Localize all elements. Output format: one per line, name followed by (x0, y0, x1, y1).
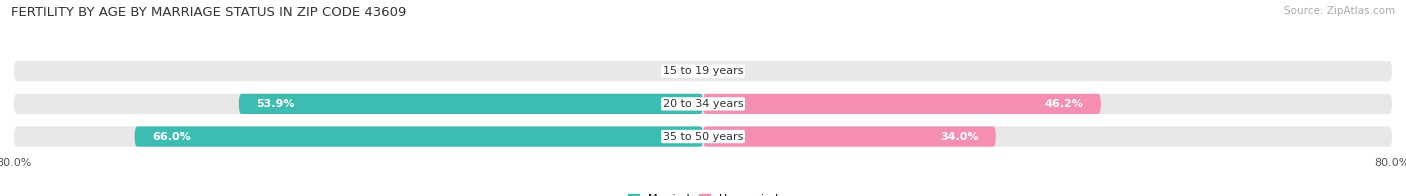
Text: 46.2%: 46.2% (1045, 99, 1084, 109)
FancyBboxPatch shape (703, 94, 1101, 114)
FancyBboxPatch shape (135, 126, 703, 147)
Text: Source: ZipAtlas.com: Source: ZipAtlas.com (1284, 6, 1395, 16)
Text: 53.9%: 53.9% (256, 99, 294, 109)
FancyBboxPatch shape (703, 126, 995, 147)
Text: 35 to 50 years: 35 to 50 years (662, 132, 744, 142)
Legend: Married, Unmarried: Married, Unmarried (623, 189, 783, 196)
Text: FERTILITY BY AGE BY MARRIAGE STATUS IN ZIP CODE 43609: FERTILITY BY AGE BY MARRIAGE STATUS IN Z… (11, 6, 406, 19)
FancyBboxPatch shape (14, 126, 1392, 147)
Text: 66.0%: 66.0% (152, 132, 191, 142)
Text: 20 to 34 years: 20 to 34 years (662, 99, 744, 109)
Text: 0.0%: 0.0% (668, 66, 696, 76)
Text: 15 to 19 years: 15 to 19 years (662, 66, 744, 76)
FancyBboxPatch shape (14, 94, 1392, 114)
FancyBboxPatch shape (239, 94, 703, 114)
FancyBboxPatch shape (14, 61, 1392, 81)
Text: 0.0%: 0.0% (710, 66, 738, 76)
Text: 34.0%: 34.0% (941, 132, 979, 142)
